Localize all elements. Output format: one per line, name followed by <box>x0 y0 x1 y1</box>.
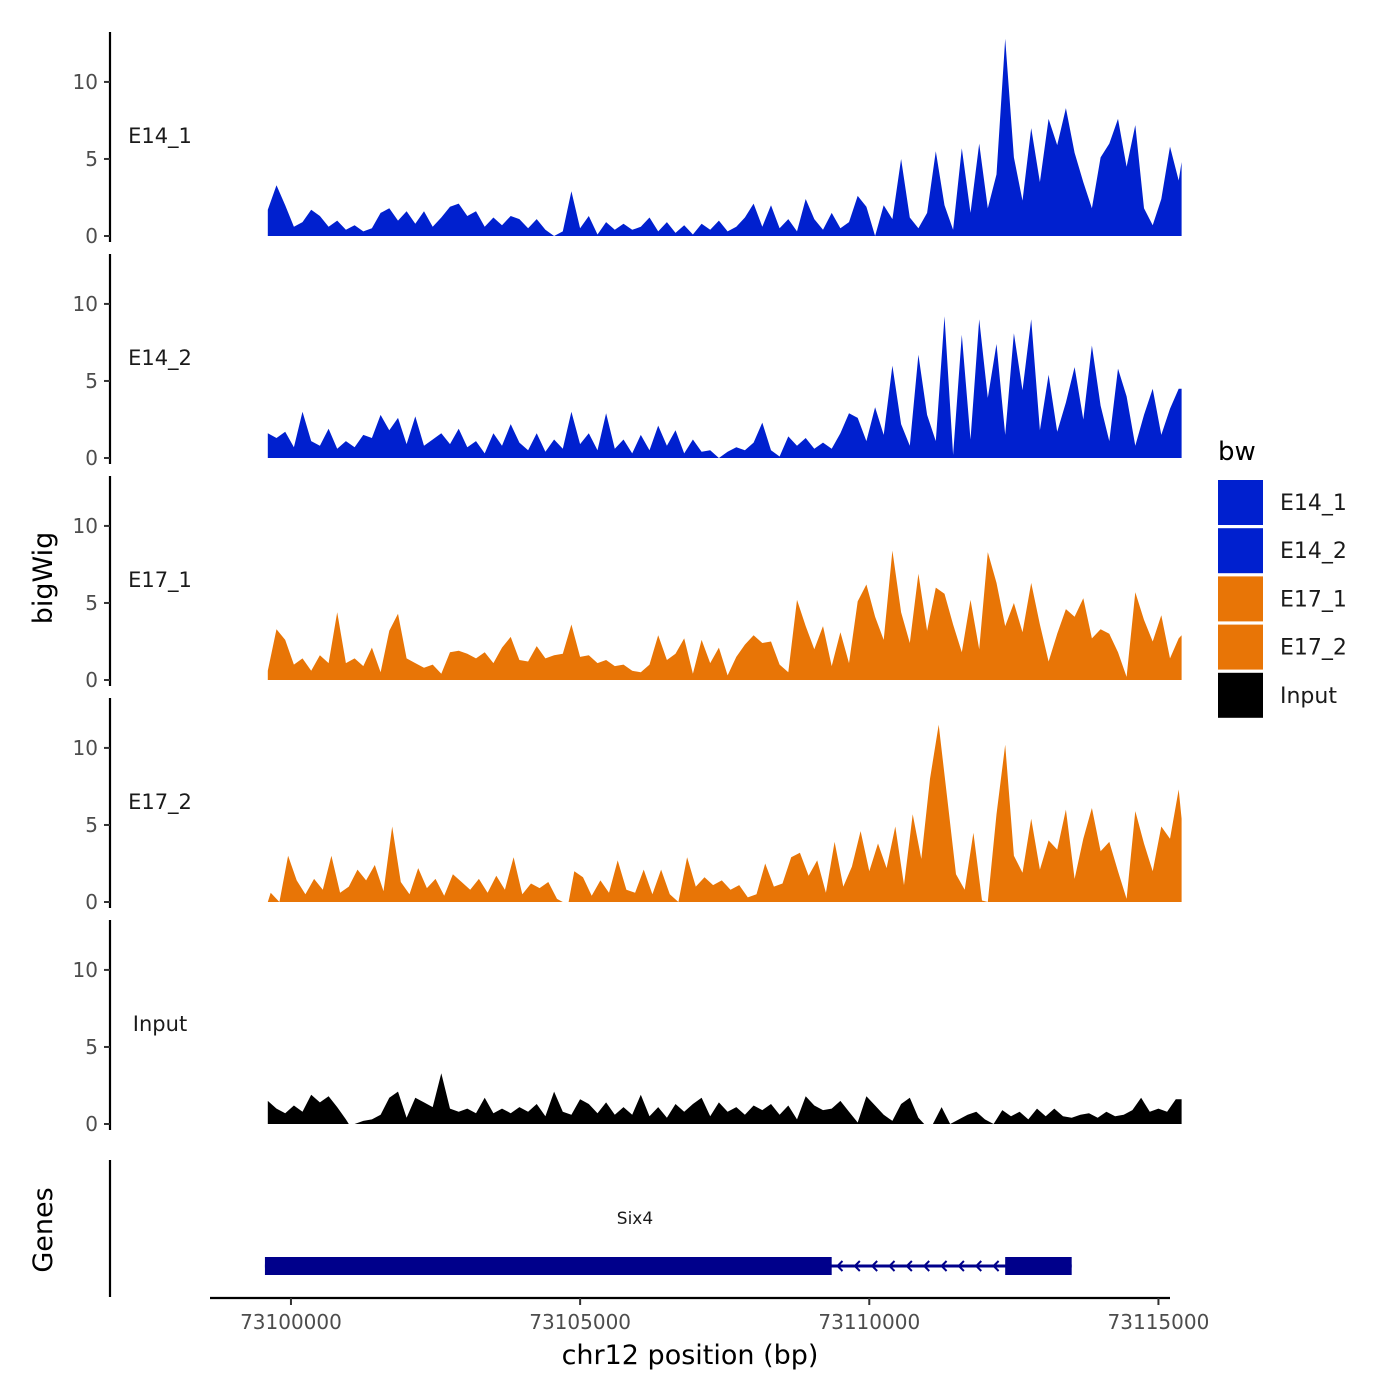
x-tick-label: 73115000 <box>1108 1310 1210 1334</box>
legend-label: E14_2 <box>1280 539 1347 564</box>
gene-track: Genes Six4 <box>28 1160 1072 1297</box>
signal-area <box>267 316 1182 458</box>
y-tick-label: 10 <box>73 736 98 760</box>
y-tick-label: 0 <box>85 668 98 692</box>
track-e14-1: 0 5 10 E14_1 <box>73 32 1182 248</box>
genes-title: Genes <box>28 1187 59 1272</box>
strand-arrow <box>853 1260 861 1272</box>
strand-arrow <box>870 1260 878 1272</box>
signal-area <box>267 550 1182 680</box>
track-e17-2: 0 5 10 E17_2 <box>73 698 1182 914</box>
y-tick-label: 0 <box>85 1112 98 1136</box>
gene-name-label: Six4 <box>617 1209 653 1229</box>
legend-item-e17-2: E17_2 <box>1218 624 1347 670</box>
legend-item-e17-1: E17_1 <box>1218 576 1347 622</box>
strand-arrow <box>922 1260 930 1272</box>
y-tick-label: 0 <box>85 890 98 914</box>
signal-area <box>267 1073 1182 1124</box>
legend-swatch <box>1218 672 1263 718</box>
legend-label: E14_1 <box>1280 491 1347 516</box>
legend-swatch <box>1218 624 1263 670</box>
strand-arrow <box>888 1260 896 1272</box>
x-axis-title: chr12 position (bp) <box>562 1340 819 1371</box>
y-tick-label: 5 <box>85 813 98 837</box>
y-tick-label: 5 <box>85 1035 98 1059</box>
track-e17-1: 0 5 10 E17_1 <box>73 476 1182 692</box>
legend: bw E14_1 E14_2 E17_1 E17_2 Input <box>1218 437 1347 718</box>
track-input: 0 5 10 Input <box>73 920 1182 1136</box>
y-tick-label: 0 <box>85 446 98 470</box>
legend-item-input: Input <box>1218 672 1337 718</box>
legend-swatch <box>1218 528 1263 574</box>
y-tick-label: 10 <box>73 292 98 316</box>
strand-arrow <box>957 1260 965 1272</box>
legend-item-e14-1: E14_1 <box>1218 480 1347 525</box>
legend-label: E17_1 <box>1280 587 1347 612</box>
x-tick-label: 73110000 <box>818 1310 920 1334</box>
legend-label: E17_2 <box>1280 636 1347 661</box>
legend-label: Input <box>1280 684 1337 709</box>
legend-item-e14-2: E14_2 <box>1218 528 1347 574</box>
track-label: E14_2 <box>128 346 192 371</box>
track-label: E17_1 <box>128 568 192 593</box>
legend-swatch <box>1218 480 1263 525</box>
y-tick-label: 10 <box>73 958 98 982</box>
y-tick-label: 0 <box>85 224 98 248</box>
y-tick-label: 10 <box>73 514 98 538</box>
x-tick-label: 73100000 <box>240 1310 342 1334</box>
signal-area <box>267 724 1182 902</box>
signal-area <box>267 38 1182 236</box>
gene-exon <box>264 1257 832 1275</box>
y-tick-label: 5 <box>85 147 98 171</box>
track-e14-2: 0 5 10 E14_2 <box>73 254 1182 470</box>
strand-arrow <box>836 1260 844 1272</box>
gene-exon <box>1005 1257 1072 1275</box>
strand-arrow <box>940 1260 948 1272</box>
y-axis-title: bigWig <box>28 532 59 625</box>
x-tick-label: 73105000 <box>529 1310 631 1334</box>
legend-swatch <box>1218 576 1263 622</box>
track-label: E17_2 <box>128 790 192 815</box>
y-tick-label: 5 <box>85 591 98 615</box>
strand-arrow <box>992 1260 1000 1272</box>
signal-tracks: 0 5 10 E14_1 0 5 10 E14_2 0 5 10 E17_1 0 5 10 E17_2 0 5 10… <box>73 32 1182 1136</box>
track-label: Input <box>133 1012 187 1036</box>
x-axis: 73100000 73105000 73110000 73115000 <box>210 1296 1210 1334</box>
y-tick-label: 10 <box>73 70 98 94</box>
strand-arrow <box>974 1260 982 1272</box>
y-tick-label: 5 <box>85 369 98 393</box>
legend-title: bw <box>1218 437 1256 467</box>
track-label: E14_1 <box>128 124 192 149</box>
strand-arrow <box>905 1260 913 1272</box>
